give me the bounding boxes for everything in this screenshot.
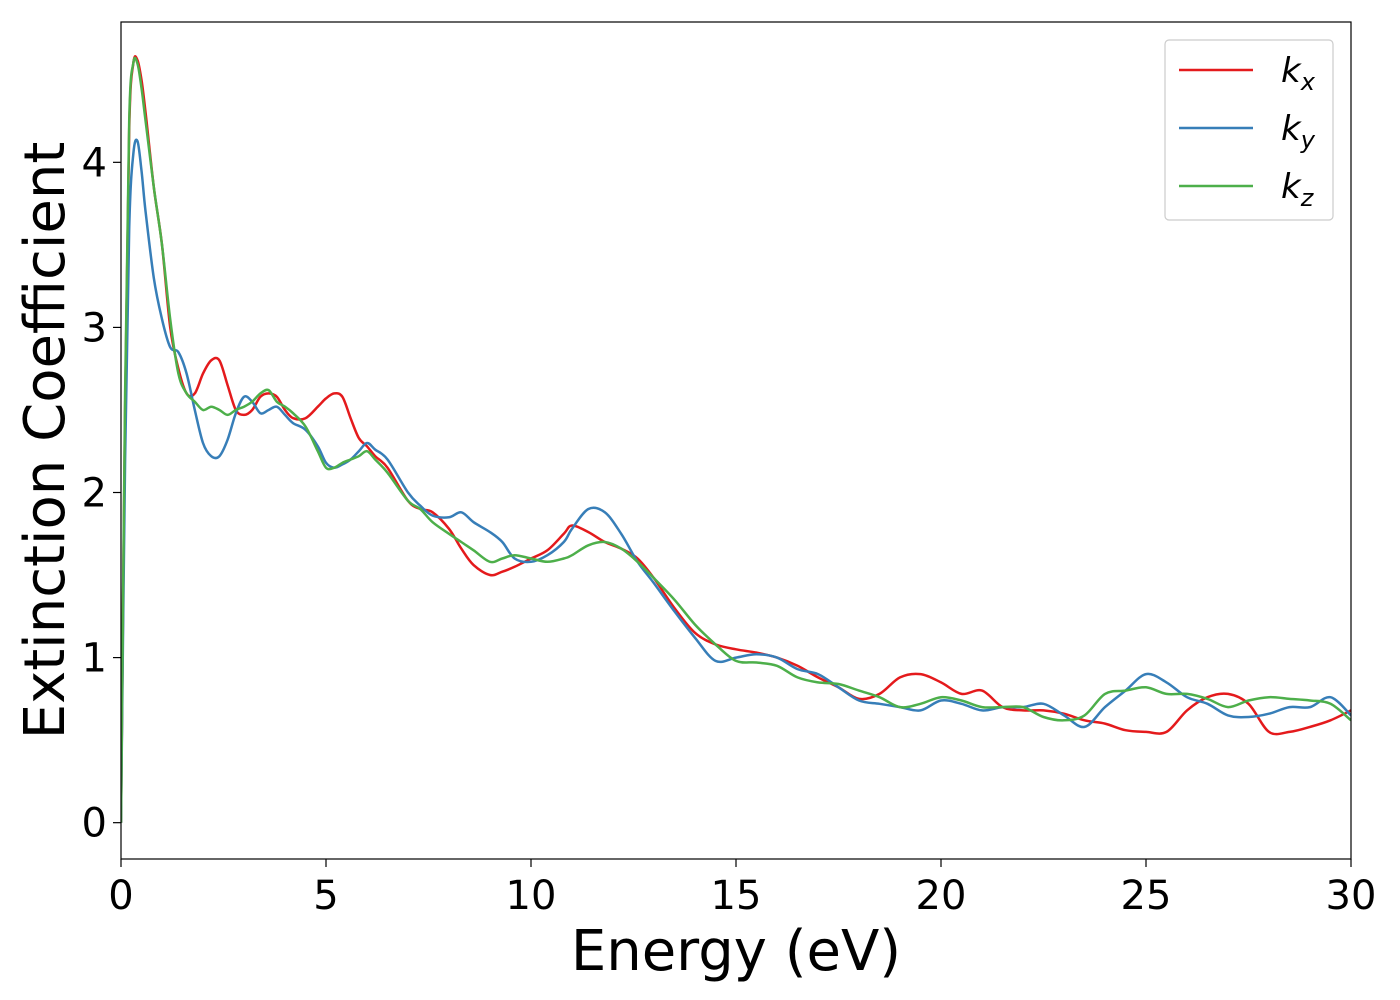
x-tick-label: 5: [313, 873, 338, 919]
legend-item-z: kz: [1179, 167, 1315, 212]
legend-box: [1164, 39, 1334, 221]
y-tick-label: 2: [82, 471, 107, 517]
x-tick-label: 0: [108, 873, 133, 919]
x-axis-label: Energy (eV): [571, 919, 901, 984]
series-line-z: [121, 56, 1351, 823]
y-tick-label: 4: [82, 140, 107, 186]
y-axis-ticks: 0 1 2 3 4: [82, 140, 121, 847]
y-tick-label: 1: [82, 636, 107, 682]
x-tick-label: 15: [711, 873, 762, 919]
x-tick-label: 25: [1121, 873, 1172, 919]
legend: kx ky kz: [1164, 39, 1334, 221]
legend-item-y: ky: [1179, 109, 1316, 154]
x-tick-label: 20: [916, 873, 967, 919]
x-axis-ticks: 0 5 10 15 20 25 30: [108, 859, 1376, 919]
legend-label: kz: [1281, 167, 1315, 212]
y-tick-label: 3: [82, 305, 107, 351]
legend-label: kx: [1281, 51, 1316, 96]
y-axis-label: Extinction Coefficient: [13, 142, 78, 740]
x-tick-label: 30: [1326, 873, 1377, 919]
series-layer: [121, 55, 1351, 823]
legend-label: ky: [1281, 109, 1316, 154]
series-line-x: [121, 55, 1351, 823]
series-line-y: [121, 138, 1351, 823]
x-tick-label: 10: [506, 873, 557, 919]
y-tick-label: 0: [82, 801, 107, 847]
legend-item-x: kx: [1179, 51, 1316, 96]
